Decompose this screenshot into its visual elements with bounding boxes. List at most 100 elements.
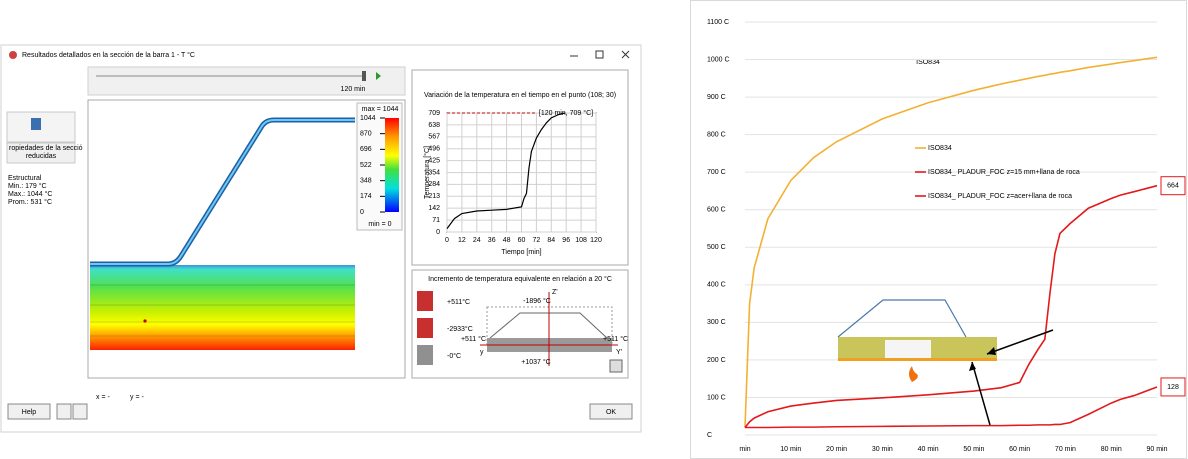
x-tick-label: 70 min [1055, 446, 1076, 453]
x-tick-label: 48 [503, 237, 511, 244]
y-tick-label: 354 [428, 169, 440, 176]
y-tick-label: 638 [428, 122, 440, 129]
button-label: ropiedades de la secció [9, 145, 83, 152]
info-text: Min.: 179 °C [8, 182, 47, 190]
chart-title: ISO834 [916, 59, 940, 66]
info-text: Estructural [8, 175, 42, 182]
cube-icon [417, 318, 433, 338]
colorbar-label: 0 [360, 209, 364, 216]
dialog-title: Resultados detallados en la sección de l… [22, 51, 195, 59]
y-tick-label: 900 C [707, 94, 726, 101]
y-tick-label: 800 C [707, 131, 726, 138]
section-label: -1896 °C [523, 297, 551, 305]
section-label: +511 °C [461, 335, 486, 343]
icon [31, 118, 41, 130]
x-tick-label: 20 min [826, 446, 847, 453]
section-label: Y' [616, 349, 622, 356]
colorbar-max: max = 1044 [362, 106, 399, 113]
icon-label: -2933°C [447, 325, 473, 333]
y-tick-label: 400 C [707, 282, 726, 289]
info-text: Max.: 1044 °C [8, 190, 52, 198]
slider-panel [87, 66, 406, 96]
colorbar-label: 696 [360, 146, 372, 153]
section-shape [489, 312, 608, 339]
colorbar-label: 870 [360, 131, 372, 138]
annotation: 664 [1167, 183, 1179, 190]
section-label: +1037 °C [521, 358, 550, 366]
x-tick-label: 72 [533, 237, 541, 244]
profile-fill [90, 119, 355, 265]
section-label: y [480, 349, 484, 356]
arrowhead [969, 362, 976, 371]
data-line [744, 56, 1158, 428]
x-axis-label: Tiempo [min] [501, 249, 541, 256]
colorbar-label: 348 [360, 178, 372, 185]
ok-button[interactable] [589, 403, 633, 420]
arrowhead [987, 347, 996, 355]
y-axis-label: Temperatura [°C] [423, 146, 431, 199]
maximize-button[interactable] [595, 50, 604, 59]
y-tick-label: 71 [432, 217, 440, 224]
x-tick-label: min [739, 446, 750, 453]
coord-y: y = - [130, 394, 144, 401]
legend-label: ISO834_ PLADUR_FOC z=15 mm+llana de roca [928, 169, 1080, 176]
cube-icon [417, 291, 433, 311]
y-tick-label: 567 [428, 134, 440, 141]
slider-thumb[interactable] [362, 71, 366, 81]
annotation: [120 min, 709 °C] [539, 109, 593, 117]
colorbar-min: min = 0 [368, 221, 391, 228]
legend-label: ISO834 [928, 145, 952, 152]
arrow [971, 361, 991, 426]
export-icon[interactable] [609, 359, 623, 373]
help-button[interactable] [7, 403, 51, 420]
chart-frame [690, 0, 1187, 459]
x-tick-label: 12 [458, 237, 466, 244]
x-tick-label: 30 min [872, 446, 893, 453]
section-label: +511 °C [603, 335, 628, 343]
x-tick-label: 80 min [1101, 446, 1122, 453]
icon-label: +511°C [447, 298, 470, 306]
x-tick-label: 10 min [780, 446, 801, 453]
inset-profile [837, 299, 967, 338]
print-button[interactable] [72, 403, 88, 420]
reduced-props-button[interactable] [6, 142, 76, 164]
x-tick-label: 84 [547, 237, 555, 244]
data-line [446, 112, 566, 229]
icon-label: -0°C [447, 352, 461, 360]
coord-x: x = - [96, 394, 110, 401]
x-tick-label: 0 [445, 237, 449, 244]
data-line [744, 184, 1158, 428]
play-button[interactable] [376, 72, 381, 80]
section-label: Z' [552, 289, 558, 296]
y-tick-label: 100 C [707, 394, 726, 401]
data-line [745, 386, 1158, 429]
x-tick-label: 24 [473, 237, 481, 244]
y-tick-label: 1100 C [707, 19, 729, 26]
panel-title: Incremento de temperatura equivalente en… [428, 275, 612, 283]
y-tick-label: 300 C [707, 319, 726, 326]
point-marker [143, 319, 147, 323]
y-tick-label: 200 C [707, 357, 726, 364]
info-text: Prom.: 531 °C [8, 198, 52, 206]
y-tick-label: 213 [428, 193, 440, 200]
y-tick-label: 1000 C [707, 56, 730, 63]
y-tick-label: 284 [428, 181, 440, 188]
inset-thumbnail [885, 340, 931, 358]
colorbar-label: 1044 [360, 115, 376, 122]
temperature-contour [90, 265, 355, 350]
contour-lines [90, 284, 355, 337]
y-tick-label: 600 C [707, 207, 726, 214]
inset-edge [838, 358, 997, 361]
annotation-box [1160, 176, 1186, 196]
inset-figure [837, 299, 1054, 426]
chart-title: Variación de la temperatura en el tiempo… [424, 92, 616, 99]
y-tick-label: 425 [428, 158, 440, 165]
y-tick-label: 496 [428, 146, 440, 153]
x-tick-label: 60 [518, 237, 526, 244]
colorbar-label: 174 [360, 193, 372, 200]
camera-button[interactable] [56, 403, 72, 420]
close-button[interactable] [621, 50, 630, 59]
y-tick-label: 0 [436, 229, 440, 236]
